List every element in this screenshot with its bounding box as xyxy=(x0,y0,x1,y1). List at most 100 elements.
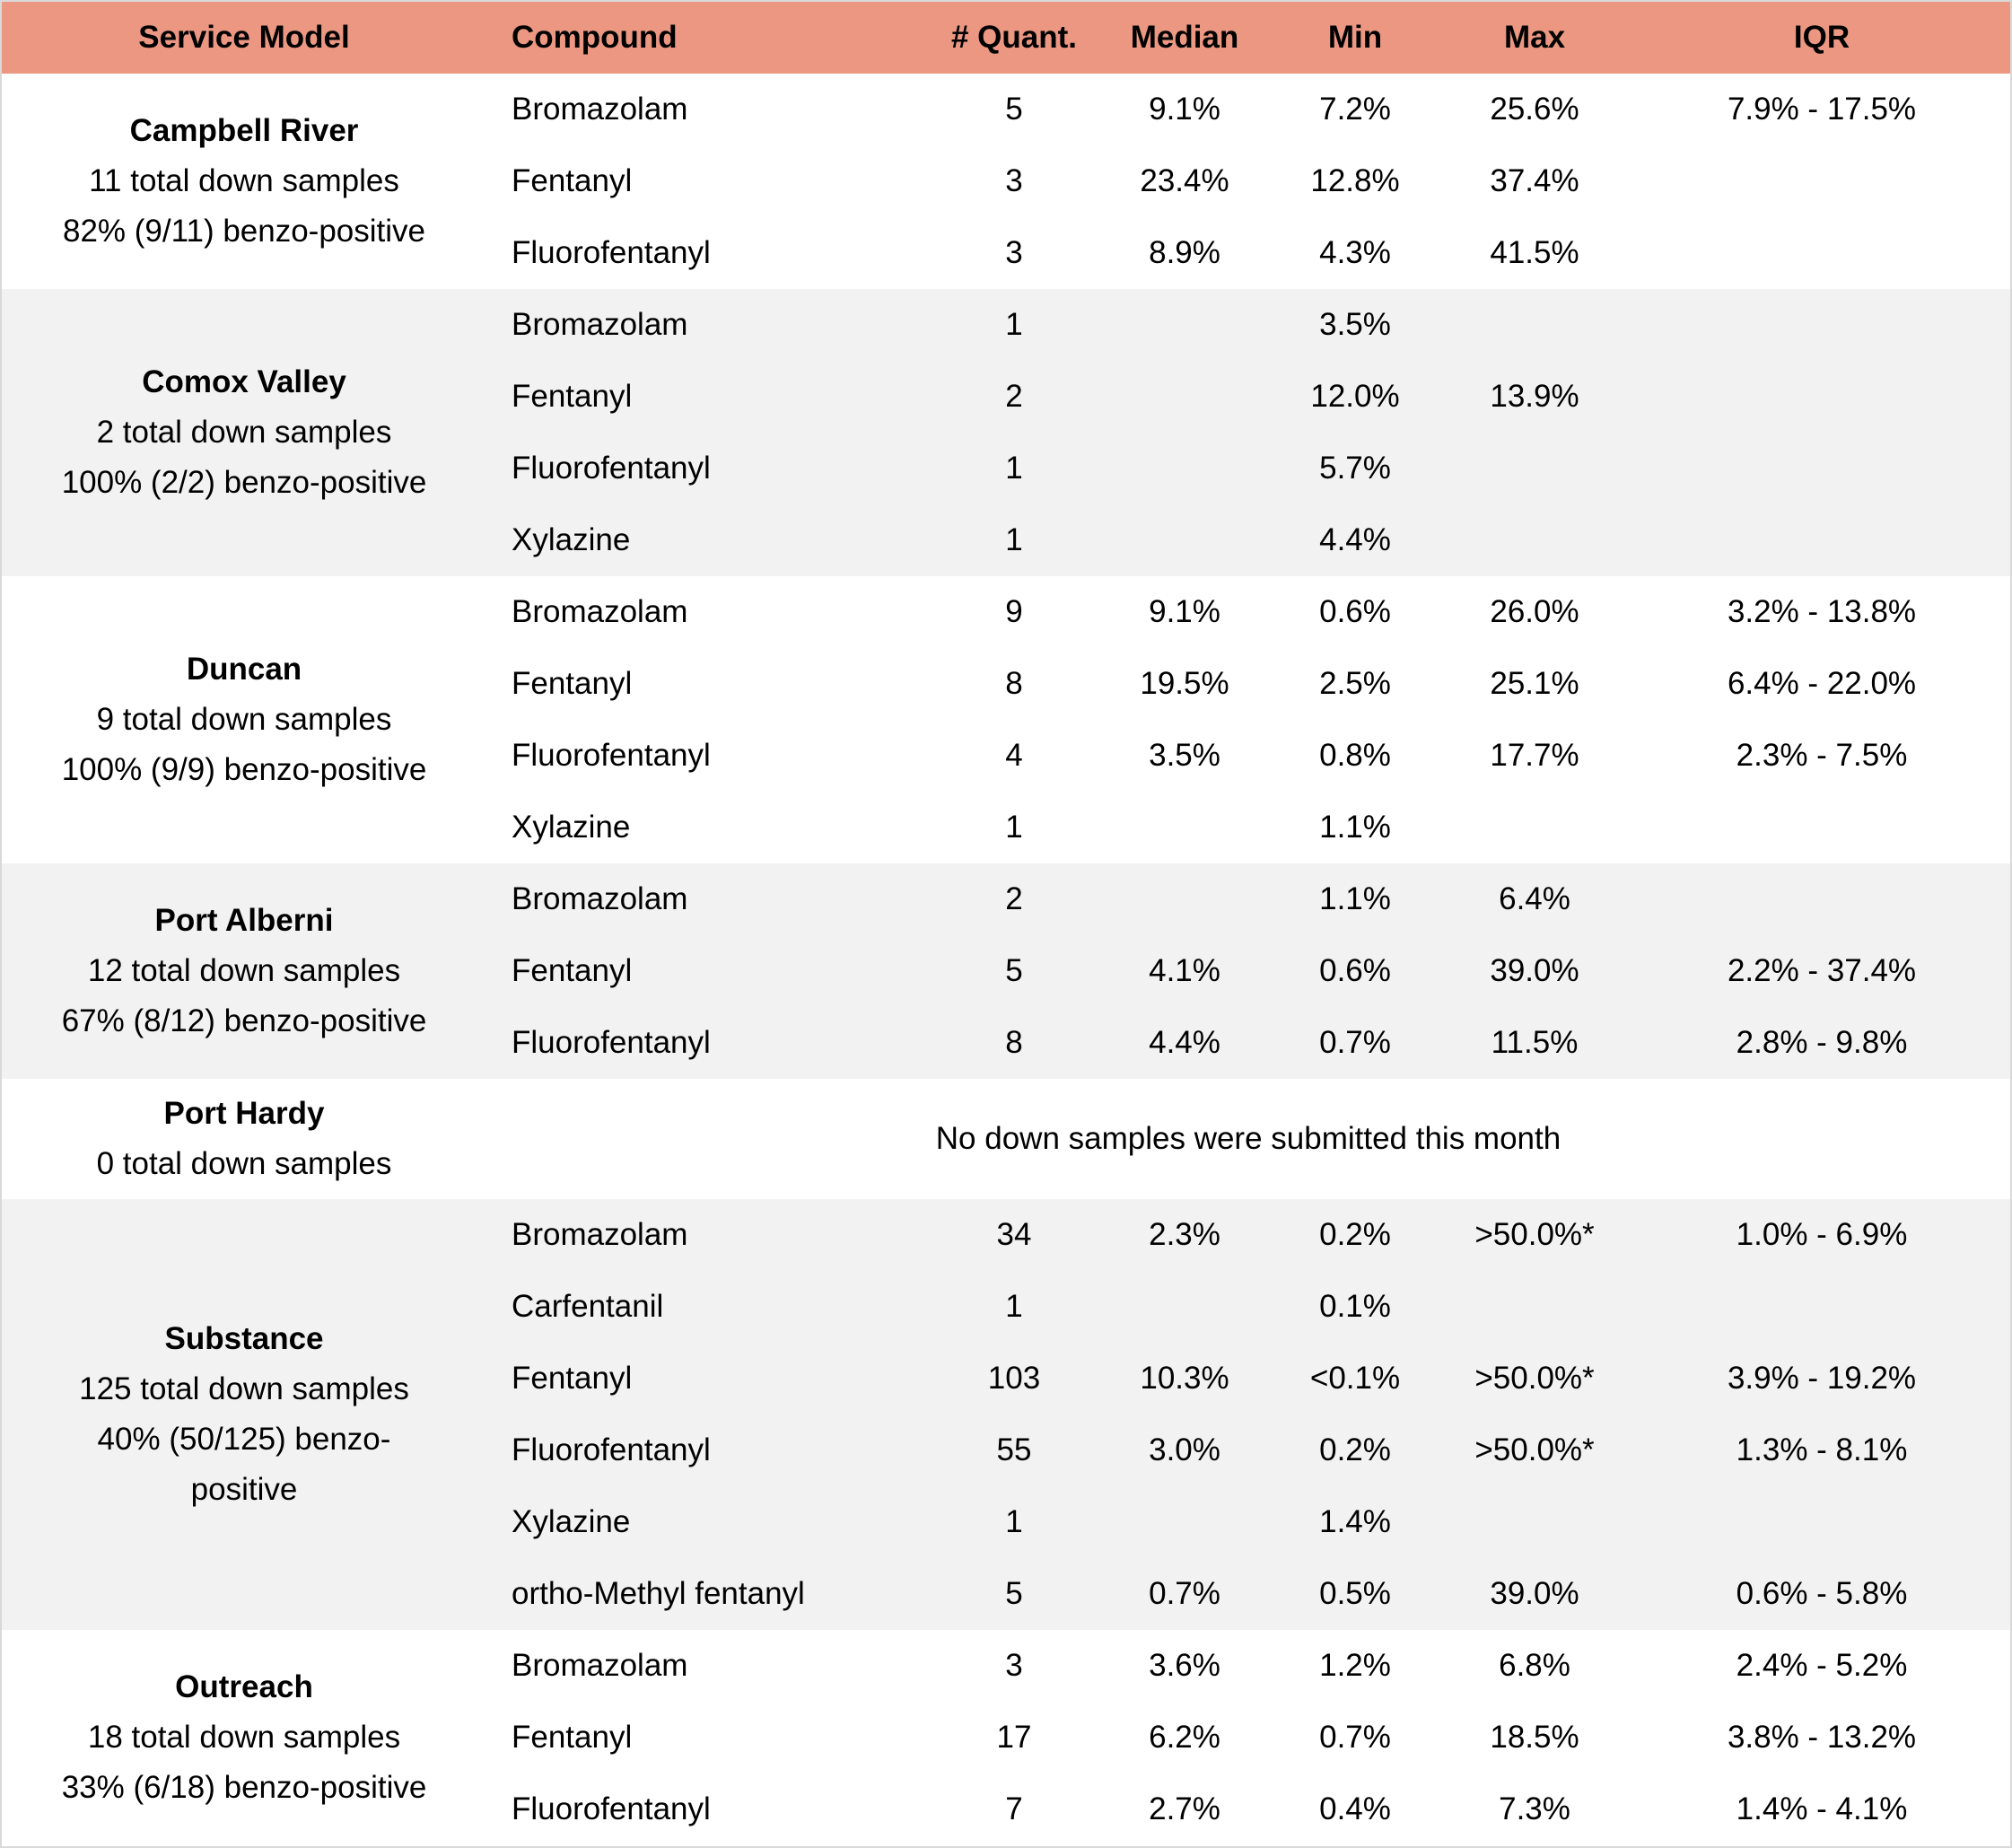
cell-min: 0.4% xyxy=(1319,1791,1391,1826)
cell-iqr xyxy=(1633,863,2010,935)
header-row: Service Model Compound # Quant. Median M… xyxy=(2,2,2010,74)
header-median: Median xyxy=(1095,2,1274,74)
cell-max: 7.3% xyxy=(1499,1791,1570,1826)
service-model-name: Duncan xyxy=(186,652,302,687)
service-model-cell: Comox Valley 2 total down samples 100% (2/… xyxy=(2,289,486,576)
cell-compound: Fentanyl xyxy=(512,1720,633,1755)
cell-median: 2.3% xyxy=(1095,1199,1274,1271)
cell-min: 0.2% xyxy=(1274,1199,1436,1271)
cell-iqr xyxy=(1633,1486,2010,1558)
service-model-detail: 0 total down samples xyxy=(96,1146,392,1181)
cell-iqr: 6.4% - 22.0% xyxy=(1727,666,1917,701)
cell-n: 9 xyxy=(1005,594,1023,629)
table-row: Fentanyl 2 12.0% 13.9% xyxy=(2,361,2010,433)
service-model-detail: 40% (50/125) benzo- xyxy=(97,1422,391,1457)
cell-compound: Fentanyl xyxy=(512,666,633,701)
cell-min: 0.5% xyxy=(1274,1558,1436,1630)
service-model-detail: 82% (9/11) benzo-positive xyxy=(62,214,426,249)
table-row: ortho-Methyl fentanyl 5 0.7% 0.5% 39.0% 0.6% … xyxy=(2,1558,2010,1630)
cell-max: >50.0%* xyxy=(1436,1414,1633,1486)
cell-compound: Fentanyl xyxy=(486,361,933,433)
cell-n: 34 xyxy=(933,1199,1095,1271)
table-row: Port Hardy 0 total down samples No down sa… xyxy=(2,1079,2010,1199)
table-row: Fluorofentanyl 7 2.7% 0.4% 7.3% 1.4% - 4.1% xyxy=(2,1774,2010,1845)
cell-min: 1.1% xyxy=(1319,810,1391,845)
cell-median: 19.5% xyxy=(1140,666,1229,701)
cell-iqr: 1.0% - 6.9% xyxy=(1633,1199,2010,1271)
table-row: Xylazine 1 1.4% xyxy=(2,1486,2010,1558)
cell-min: 0.6% xyxy=(1274,935,1436,1007)
cell-max: 26.0% xyxy=(1490,594,1579,629)
header-min: Min xyxy=(1274,2,1436,74)
cell-median: 3.6% xyxy=(1149,1648,1220,1683)
cell-median xyxy=(1095,504,1274,576)
table-row: Fluorofentanyl 55 3.0% 0.2% >50.0%* 1.3% - 8.… xyxy=(2,1414,2010,1486)
cell-iqr: 1.4% - 4.1% xyxy=(1736,1791,1908,1826)
cell-compound: Bromazolam xyxy=(512,594,688,629)
cell-n: 1 xyxy=(933,1271,1095,1343)
table-row: Fluorofentanyl 3 8.9% 4.3% 41.5% xyxy=(2,217,2010,289)
service-model-cell: Duncan 9 total down samples 100% (9/9) ben… xyxy=(2,576,486,863)
cell-iqr xyxy=(1633,217,2010,289)
cell-max: 17.7% xyxy=(1490,738,1579,773)
cell-min: <0.1% xyxy=(1274,1343,1436,1414)
cell-compound: Fluorofentanyl xyxy=(486,433,933,504)
cell-median xyxy=(1095,361,1274,433)
cell-max: >50.0%* xyxy=(1436,1343,1633,1414)
service-model-detail: 100% (9/9) benzo-positive xyxy=(61,752,427,787)
cell-compound: Fluorofentanyl xyxy=(512,738,711,773)
header-iqr: IQR xyxy=(1633,2,2010,74)
cell-n: 8 xyxy=(933,1007,1095,1079)
cell-min: 3.5% xyxy=(1274,289,1436,361)
table-row: Duncan 9 total down samples 100% (9/9) ben… xyxy=(2,576,2010,787)
cell-max: 41.5% xyxy=(1490,235,1579,270)
cell-median: 9.1% xyxy=(1149,594,1220,629)
cell-compound: Bromazolam xyxy=(512,1648,688,1683)
cell-median xyxy=(1095,1271,1274,1343)
service-model-name: Outreach xyxy=(175,1669,313,1704)
cell-min: 0.2% xyxy=(1274,1414,1436,1486)
cell-median: 23.4% xyxy=(1140,163,1229,198)
cell-iqr: 2.8% - 9.8% xyxy=(1633,1007,2010,1079)
cell-min: 1.4% xyxy=(1274,1486,1436,1558)
cell-min: 12.8% xyxy=(1310,163,1400,198)
table-row: Fentanyl 103 10.3% <0.1% >50.0%* 3.9% - 19.2% xyxy=(2,1343,2010,1414)
cell-n: 7 xyxy=(1005,1791,1023,1826)
cell-max xyxy=(1436,289,1633,361)
cell-iqr xyxy=(1633,1271,2010,1343)
cell-min: 0.1% xyxy=(1274,1271,1436,1343)
cell-n: 2 xyxy=(933,361,1095,433)
cell-n: 55 xyxy=(933,1414,1095,1486)
cell-compound: Fluorofentanyl xyxy=(486,1007,933,1079)
cell-median: 3.5% xyxy=(1149,738,1220,773)
cell-iqr: 3.9% - 19.2% xyxy=(1633,1343,2010,1414)
cell-iqr xyxy=(1633,361,2010,433)
service-model-detail: 100% (2/2) benzo-positive xyxy=(61,465,427,500)
cell-n: 3 xyxy=(1005,235,1023,270)
table-row: Outreach 18 total down samples 33% (6/18) … xyxy=(2,1630,2010,1805)
service-model-cell: Port Hardy 0 total down samples xyxy=(2,1079,486,1199)
cell-n: 5 xyxy=(933,1558,1095,1630)
cell-iqr: 2.2% - 37.4% xyxy=(1633,935,2010,1007)
table-row: Fluorofentanyl 4 3.5% 0.8% 17.7% 2.3% - 7.5% xyxy=(2,720,2010,792)
cell-median: 2.7% xyxy=(1149,1791,1220,1826)
cell-n: 2 xyxy=(933,863,1095,935)
service-model-name: Comox Valley xyxy=(142,364,346,399)
cell-compound: Fentanyl xyxy=(486,935,933,1007)
cell-iqr xyxy=(1633,289,2010,361)
cell-n: 3 xyxy=(1005,1648,1023,1683)
cell-min: 5.7% xyxy=(1274,433,1436,504)
cell-max xyxy=(1436,792,1633,863)
cell-iqr xyxy=(1633,504,2010,576)
cell-max: >50.0%* xyxy=(1436,1199,1633,1271)
cell-max xyxy=(1436,433,1633,504)
service-model-cell: Substance 125 total down samples 40% (50/1… xyxy=(2,1199,486,1630)
cell-n: 1 xyxy=(1005,810,1023,845)
cell-iqr xyxy=(1633,433,2010,504)
cell-min: 0.7% xyxy=(1319,1720,1391,1755)
service-model-cell: Outreach 18 total down samples 33% (6/18) … xyxy=(2,1630,486,1845)
cell-iqr: 2.4% - 5.2% xyxy=(1736,1648,1908,1683)
table-row: Fentanyl 3 23.4% 12.8% 37.4% xyxy=(2,145,2010,217)
cell-iqr: 7.9% - 17.5% xyxy=(1727,92,1917,127)
